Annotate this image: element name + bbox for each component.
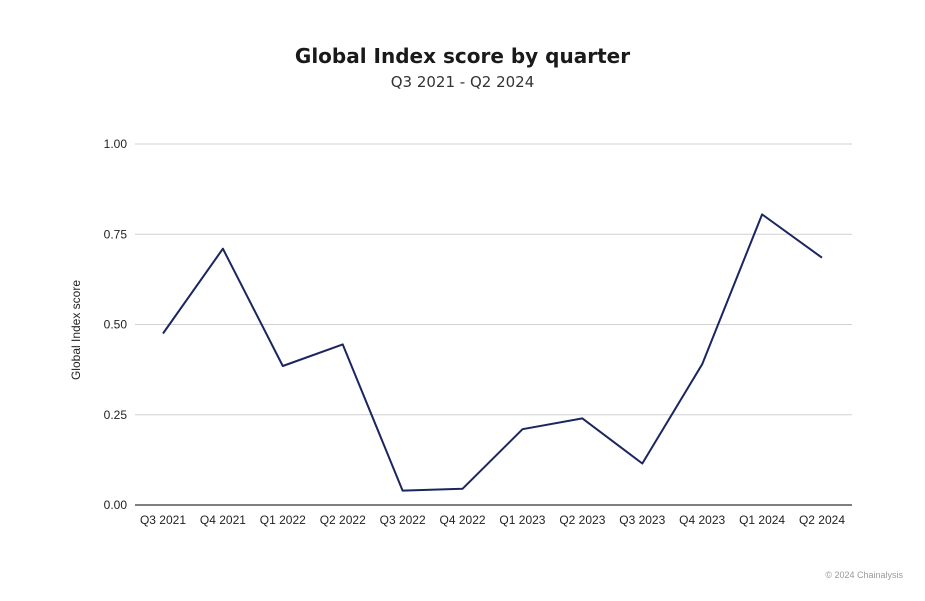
x-tick-label: Q3 2021 [140,513,186,527]
y-tick-labels: 0.00 0.25 0.50 0.75 1.00 [104,137,128,512]
y-tick-label: 1.00 [104,137,128,151]
x-tick-label: Q2 2023 [559,513,605,527]
x-tick-label: Q2 2022 [320,513,366,527]
y-tick-label: 0.25 [104,408,128,422]
y-tick-label: 0.00 [104,498,128,512]
x-tick-label: Q3 2022 [380,513,426,527]
x-tick-label: Q3 2023 [619,513,665,527]
y-axis-label: Global Index score [69,280,83,380]
x-tick-labels: Q3 2021 Q4 2021 Q1 2022 Q2 2022 Q3 2022 Q4 20… [140,513,845,527]
x-tick-label: Q1 2022 [260,513,306,527]
x-tick-label: Q4 2021 [200,513,246,527]
x-tick-label: Q2 2024 [799,513,845,527]
y-tick-label: 0.75 [104,227,128,241]
x-tick-label: Q1 2023 [499,513,545,527]
chart-subtitle: Q3 2021 - Q2 2024 [390,73,535,91]
grid-lines [135,143,852,416]
x-tick-label: Q1 2024 [739,513,785,527]
y-tick-label: 0.50 [104,318,128,332]
x-tick-label: Q4 2022 [440,513,486,527]
x-tick-label: Q4 2023 [679,513,725,527]
series-line [162,213,823,492]
chart-title: Global Index score by quarter [294,44,631,68]
footer-credit: © 2024 Chainalysis [825,570,903,580]
